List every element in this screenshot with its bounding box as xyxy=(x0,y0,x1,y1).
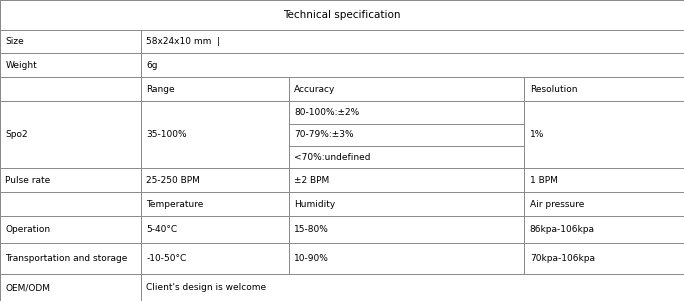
Bar xyxy=(141,101,289,168)
Text: Technical specification: Technical specification xyxy=(283,10,401,20)
Bar xyxy=(0,243,141,274)
Text: <70%:undefined: <70%:undefined xyxy=(294,153,371,162)
Text: 15-80%: 15-80% xyxy=(294,225,329,234)
Bar xyxy=(141,168,289,192)
Text: 70-79%:±3%: 70-79%:±3% xyxy=(294,130,354,139)
Text: Operation: Operation xyxy=(5,225,51,234)
Text: 58x24x10 mm  |: 58x24x10 mm | xyxy=(146,37,220,46)
Bar xyxy=(525,101,684,168)
Text: 86kpa-106kpa: 86kpa-106kpa xyxy=(530,225,595,234)
Bar xyxy=(525,192,684,216)
Bar xyxy=(141,54,684,77)
Text: 1%: 1% xyxy=(530,130,544,139)
Bar xyxy=(141,274,684,301)
Bar xyxy=(289,168,525,192)
Text: Resolution: Resolution xyxy=(530,85,577,94)
Text: 5-40°C: 5-40°C xyxy=(146,225,177,234)
Bar xyxy=(141,192,289,216)
Text: Accuracy: Accuracy xyxy=(294,85,336,94)
Bar xyxy=(289,192,525,216)
Bar xyxy=(141,77,289,101)
Text: 80-100%:±2%: 80-100%:±2% xyxy=(294,108,360,117)
Text: 70kpa-106kpa: 70kpa-106kpa xyxy=(530,254,595,263)
Text: Transportation and storage: Transportation and storage xyxy=(5,254,128,263)
Text: Size: Size xyxy=(5,37,24,46)
Bar xyxy=(0,29,141,54)
Bar xyxy=(141,29,684,54)
Bar xyxy=(525,243,684,274)
Bar xyxy=(289,124,525,146)
Text: Humidity: Humidity xyxy=(294,200,336,209)
Text: 25-250 BPM: 25-250 BPM xyxy=(146,176,200,185)
Bar xyxy=(0,274,141,301)
Text: Client's design is welcome: Client's design is welcome xyxy=(146,283,266,292)
Text: Air pressure: Air pressure xyxy=(530,200,584,209)
Text: ±2 BPM: ±2 BPM xyxy=(294,176,330,185)
Text: Range: Range xyxy=(146,85,174,94)
Bar xyxy=(0,192,141,216)
Text: OEM/ODM: OEM/ODM xyxy=(5,283,51,292)
Bar xyxy=(0,54,141,77)
Bar xyxy=(0,216,141,243)
Text: Weight: Weight xyxy=(5,61,37,70)
Bar xyxy=(289,146,525,168)
Text: 10-90%: 10-90% xyxy=(294,254,329,263)
Bar xyxy=(0,168,141,192)
Text: 1 BPM: 1 BPM xyxy=(530,176,557,185)
Bar xyxy=(525,77,684,101)
Bar xyxy=(289,101,525,124)
Text: Spo2: Spo2 xyxy=(5,130,28,139)
Bar xyxy=(141,243,289,274)
Bar xyxy=(0,77,141,101)
Bar xyxy=(525,216,684,243)
Bar xyxy=(0,0,684,29)
Bar xyxy=(0,101,141,168)
Text: Pulse rate: Pulse rate xyxy=(5,176,51,185)
Text: -10-50°C: -10-50°C xyxy=(146,254,186,263)
Bar xyxy=(289,77,525,101)
Text: 35-100%: 35-100% xyxy=(146,130,187,139)
Bar xyxy=(289,243,525,274)
Bar xyxy=(141,216,289,243)
Bar xyxy=(289,216,525,243)
Text: Temperature: Temperature xyxy=(146,200,203,209)
Text: 6g: 6g xyxy=(146,61,157,70)
Bar xyxy=(525,168,684,192)
